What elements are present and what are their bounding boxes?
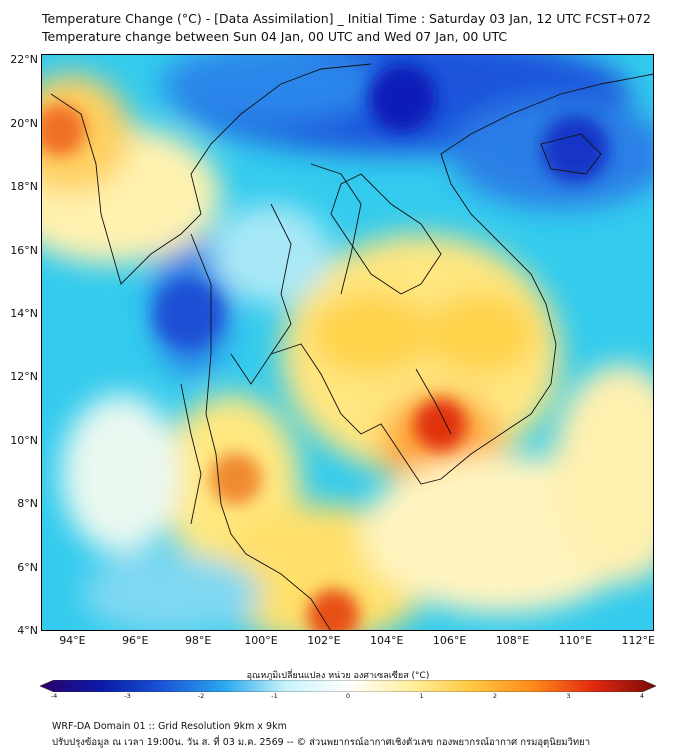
lat-tick-label: 20°N	[10, 116, 38, 130]
lon-tick-label: 106°E	[432, 634, 467, 647]
lon-tick-label: 98°E	[184, 634, 212, 647]
colorbar	[40, 680, 656, 692]
colorbar-tick-label: -1	[271, 692, 278, 700]
lon-tick-label: 102°E	[307, 634, 341, 647]
lat-tick-label: 18°N	[10, 180, 38, 194]
temperature-core	[307, 589, 360, 631]
footer-domain-info: WRF-DA Domain 01 :: Grid Resolution 9km …	[52, 721, 287, 732]
colorbar-tick-label: 1	[419, 692, 424, 700]
colorbar-tick-label: -2	[197, 692, 205, 700]
lat-tick-label: 10°N	[10, 433, 38, 447]
lon-tick-label: 94°E	[59, 634, 86, 647]
colorbar-tick-label: 0	[345, 692, 351, 700]
colorbar-tick-label: -4	[50, 692, 58, 700]
lon-tick-label: 108°E	[495, 634, 530, 647]
lat-tick-label: 4°N	[17, 624, 38, 637]
colorbar-tick-label: 4	[639, 692, 645, 700]
colorbar-bar	[40, 680, 656, 692]
lat-tick-label: 22°N	[10, 53, 38, 67]
colorbar-tick-label: -3	[124, 692, 131, 700]
lat-tick-label: 14°N	[10, 306, 38, 320]
colorbar-title: อุณหภูมิเปลี่ยนแปลง หน่วย องศาเซลเซียส (…	[246, 671, 430, 681]
footer-credit: ปรับปรุงข้อมูล ณ เวลา 19:00น. วัน ส. ที่…	[52, 737, 591, 748]
chart-subtitle: Temperature change between Sun 04 Jan, 0…	[42, 29, 508, 44]
temperature-map	[41, 54, 654, 631]
map-frame	[41, 54, 654, 631]
temperature-core	[41, 104, 86, 157]
temperature-core	[209, 452, 262, 505]
chart-title: Temperature Change (°C) - [Data Assimila…	[42, 11, 651, 26]
temperature-core	[414, 398, 467, 451]
lon-tick-label: 100°E	[244, 634, 278, 647]
colorbar-tick-label: 3	[566, 692, 571, 700]
lon-tick-label: 110°E	[558, 634, 593, 647]
lon-tick-label: 112°E	[621, 634, 655, 647]
lon-tick-label: 104°E	[370, 634, 404, 647]
lat-tick-label: 12°N	[10, 370, 38, 384]
temperature-field	[41, 54, 654, 631]
lon-tick-label: 96°E	[122, 634, 149, 647]
temperature-core	[154, 279, 223, 348]
lat-tick-label: 16°N	[10, 243, 38, 257]
coastlines	[50, 63, 654, 631]
temperature-cores	[41, 64, 610, 631]
temperature-core	[368, 64, 437, 133]
colorbar-tick-label: 2	[492, 692, 498, 700]
map-canvas	[41, 54, 654, 631]
lat-tick-label: 6°N	[17, 560, 38, 574]
lat-tick-label: 8°N	[17, 497, 38, 511]
